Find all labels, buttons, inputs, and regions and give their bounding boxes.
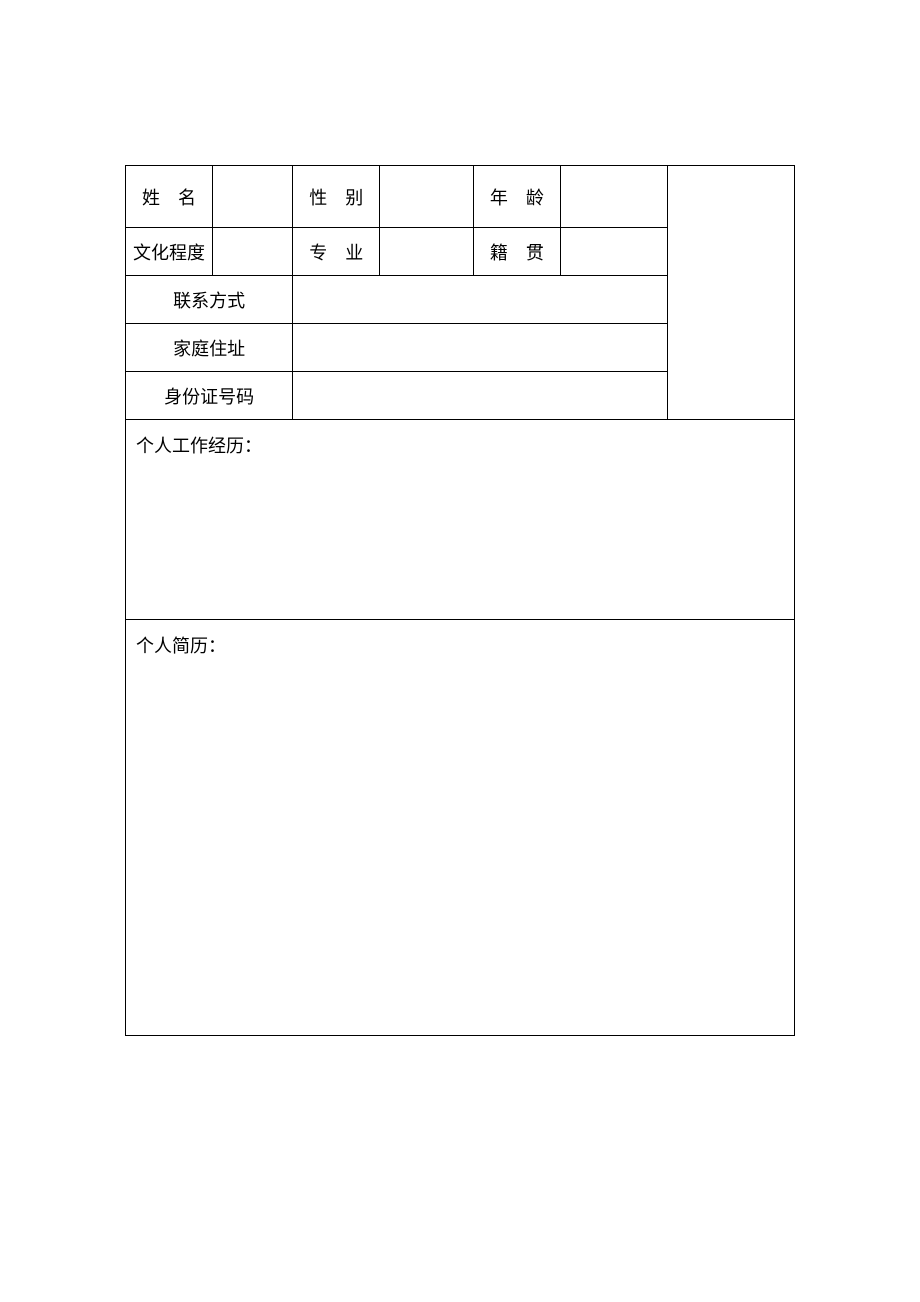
name-value[interactable] — [212, 166, 292, 228]
age-label: 年 龄 — [473, 166, 560, 228]
name-label: 姓 名 — [126, 166, 213, 228]
education-value[interactable] — [212, 228, 292, 276]
address-label: 家庭住址 — [126, 324, 293, 372]
native-place-value[interactable] — [560, 228, 667, 276]
id-number-value[interactable] — [293, 372, 668, 420]
table-row: 个人简历： — [126, 620, 795, 1036]
age-value[interactable] — [560, 166, 667, 228]
contact-label: 联系方式 — [126, 276, 293, 324]
major-value[interactable] — [380, 228, 474, 276]
contact-value[interactable] — [293, 276, 668, 324]
gender-value[interactable] — [380, 166, 474, 228]
id-number-label: 身份证号码 — [126, 372, 293, 420]
personal-info-form: 姓 名 性 别 年 龄 文化程度 专 业 籍 贯 联系方式 家庭住址 身份证号码… — [125, 165, 795, 1036]
work-history-label: 个人工作经历： — [136, 436, 262, 456]
photo-area — [667, 166, 794, 420]
resume-label: 个人简历： — [136, 636, 226, 656]
gender-label: 性 别 — [293, 166, 380, 228]
major-label: 专 业 — [293, 228, 380, 276]
table-row: 个人工作经历： — [126, 420, 795, 620]
work-history-section[interactable]: 个人工作经历： — [126, 420, 795, 620]
resume-section[interactable]: 个人简历： — [126, 620, 795, 1036]
table-row: 姓 名 性 别 年 龄 — [126, 166, 795, 228]
education-label: 文化程度 — [126, 228, 213, 276]
native-place-label: 籍 贯 — [473, 228, 560, 276]
address-value[interactable] — [293, 324, 668, 372]
